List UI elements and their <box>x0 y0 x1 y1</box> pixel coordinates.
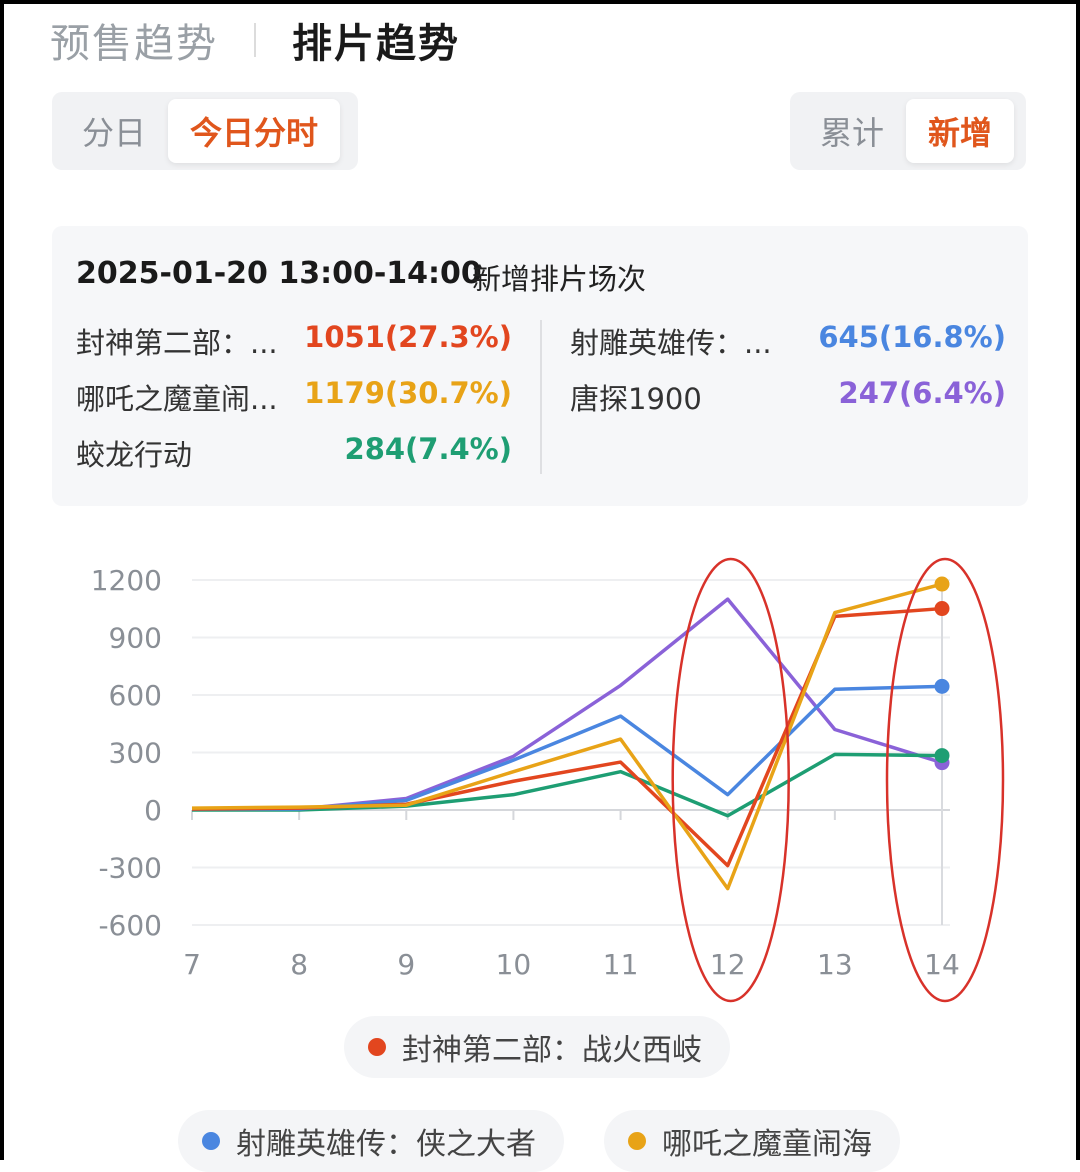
summary-film-value: 284(7.4%) <box>344 432 512 466</box>
x-tick-label: 12 <box>710 948 746 981</box>
mode-segment: 累计 新增 <box>790 92 1026 170</box>
schedule-line-chart: -600 -300 0 300 600 900 1200 7 8 9 10 11 12 13 14 <box>91 557 1005 1003</box>
x-tick-label: 8 <box>290 948 308 981</box>
segment-today-hourly[interactable]: 今日分时 <box>168 99 341 163</box>
series-end-point <box>934 678 950 694</box>
x-tick-label: 13 <box>817 948 853 981</box>
summary-film-name: 哪吒之魔童闹... <box>76 382 278 416</box>
legend-label: 哪吒之魔童闹海 <box>662 1127 872 1162</box>
legend-item[interactable]: 封神第二部：战火西岐 <box>344 1016 730 1078</box>
x-tick-label: 10 <box>496 948 532 981</box>
legend-item[interactable]: 哪吒之魔童闹海 <box>604 1110 900 1172</box>
x-tick-label: 11 <box>603 948 639 981</box>
summary-metric: 新增排片场次 <box>472 262 647 296</box>
y-tick-label: 900 <box>109 622 162 655</box>
legend-item[interactable]: 射雕英雄传：侠之大者 <box>178 1110 564 1172</box>
series-line <box>192 684 943 811</box>
highlight-ellipse <box>885 557 1005 1003</box>
y-tick-label: 1200 <box>91 564 162 597</box>
highlight-ellipse <box>671 557 790 1003</box>
legend-dot-icon <box>368 1038 386 1056</box>
x-tick-label: 7 <box>183 948 201 981</box>
series-end-point <box>934 748 950 764</box>
legend-dot-icon <box>628 1132 646 1150</box>
summary-film-value: 1051(27.3%) <box>304 320 512 354</box>
segment-cumulative[interactable]: 累计 <box>820 114 885 152</box>
y-tick-label: -300 <box>98 852 162 885</box>
series-line <box>192 752 943 818</box>
series-line <box>191 582 943 891</box>
x-tick-label: 14 <box>924 948 960 981</box>
summary-film-value: 1179(30.7%) <box>304 376 512 410</box>
legend-label: 射雕英雄传：侠之大者 <box>236 1127 536 1162</box>
summary-time-range: 2025-01-20 13:00-14:00 <box>76 256 482 291</box>
series-end-point <box>934 601 950 617</box>
tab-presale-trend[interactable]: 预售趋势 <box>50 21 218 67</box>
y-tick-label: -600 <box>98 909 162 942</box>
legend-label: 封神第二部：战火西岐 <box>402 1033 702 1068</box>
y-tick-label: 0 <box>144 794 162 827</box>
segment-daily[interactable]: 分日 <box>82 114 147 152</box>
summary-film-value: 247(6.4%) <box>838 376 1006 410</box>
y-tick-label: 600 <box>109 679 162 712</box>
tab-schedule-trend[interactable]: 排片趋势 <box>292 21 460 67</box>
tab-divider <box>254 23 256 57</box>
summary-film-name: 射雕英雄传：... <box>570 326 772 360</box>
summary-film-value: 645(16.8%) <box>818 320 1006 354</box>
summary-film-name: 封神第二部：... <box>76 326 278 360</box>
x-tick-label: 9 <box>397 948 415 981</box>
summary-divider <box>540 320 542 474</box>
tooltip-summary-card: 2025-01-20 13:00-14:00 新增排片场次 封神第二部：... … <box>52 226 1028 506</box>
y-tick-label: 300 <box>109 737 162 770</box>
segment-new[interactable]: 新增 <box>906 99 1015 163</box>
series-end-point <box>934 576 950 592</box>
top-tab-bar: 预售趋势 排片趋势 <box>50 10 460 70</box>
granularity-segment: 分日 今日分时 <box>52 92 358 170</box>
legend-dot-icon <box>202 1132 220 1150</box>
summary-film-name: 蛟龙行动 <box>76 438 193 472</box>
summary-film-name: 唐探1900 <box>570 382 702 416</box>
